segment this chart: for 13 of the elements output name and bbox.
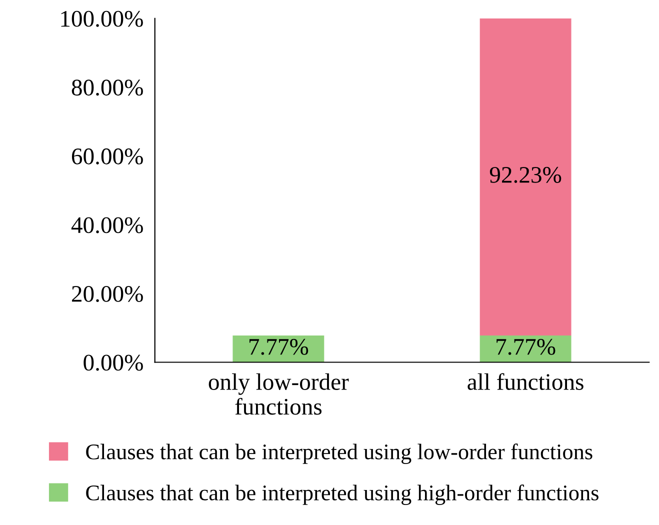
x-tick-label: all functions bbox=[468, 373, 584, 390]
legend-label: Clauses that can be interpreted using low-order functions bbox=[86, 444, 592, 464]
y-tick-label: 80.00% bbox=[72, 80, 143, 96]
data-label: 7.77% bbox=[249, 338, 308, 355]
y-tick-label: 60.00% bbox=[72, 148, 143, 164]
x-tick-label: only low-order functions bbox=[208, 373, 349, 415]
data-label: 92.23% bbox=[490, 166, 562, 183]
legend-label: Clauses that can be interpreted using high-order functions bbox=[86, 484, 598, 505]
data-label: 7.77% bbox=[496, 338, 556, 355]
y-tick-label: 100.00% bbox=[61, 10, 143, 27]
y-tick-label: 40.00% bbox=[71, 217, 143, 234]
y-tick-label: 20.00% bbox=[72, 286, 143, 302]
y-tick-label: 0.00% bbox=[84, 354, 143, 371]
